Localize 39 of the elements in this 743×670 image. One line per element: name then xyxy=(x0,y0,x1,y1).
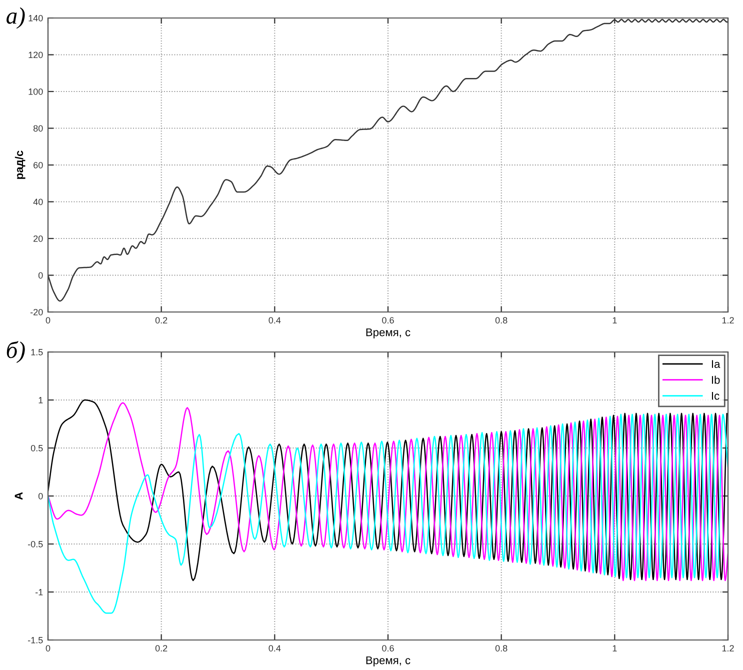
y-tick-label: -20 xyxy=(30,308,43,316)
x-tick-label: 0 xyxy=(46,317,50,324)
y-tick-label: 20 xyxy=(34,235,43,242)
text: а) xyxy=(6,7,25,29)
y-tick-label: 80 xyxy=(33,125,43,132)
legend-label: Ic xyxy=(712,392,720,400)
y-axis-title: А xyxy=(14,492,22,500)
x-axis-title: Время, с xyxy=(366,328,410,338)
y-tick-label: 60 xyxy=(34,162,43,168)
x-tick-label: 1 xyxy=(612,645,617,652)
y-tick-label: 0.5 xyxy=(30,444,43,452)
y-tick-label: 40 xyxy=(33,198,43,206)
y-tick-label: 100 xyxy=(28,88,43,95)
y-tick-label: -1.5 xyxy=(28,637,43,644)
x-tick-label: 0.6 xyxy=(382,645,394,652)
legend-label: Ib xyxy=(712,376,720,384)
y-tick-label: 120 xyxy=(28,52,43,58)
x-axis-title: Время, с xyxy=(366,656,410,666)
y-tick-label: -1 xyxy=(36,589,43,596)
x-tick-label: 0 xyxy=(46,645,50,652)
y-tick-label: 1.5 xyxy=(31,349,43,356)
legend-label: Ia xyxy=(712,360,720,368)
y-tick-label: 140 xyxy=(28,14,43,22)
x-tick-label: 1.2 xyxy=(722,317,734,324)
x-tick-label: 0.4 xyxy=(268,317,281,324)
x-tick-label: 0.8 xyxy=(495,317,508,324)
y-tick-label: 1 xyxy=(38,397,43,404)
x-tick-label: 1 xyxy=(612,317,617,324)
y-tick-label: -0.5 xyxy=(28,540,43,548)
x-tick-label: 0.8 xyxy=(495,645,508,652)
x-tick-label: 0.4 xyxy=(268,645,281,652)
x-tick-label: 0.6 xyxy=(382,317,394,324)
x-tick-label: 0.2 xyxy=(155,645,168,652)
text: б) xyxy=(6,341,25,363)
y-axis-title: рад/с xyxy=(14,150,26,179)
y-tick-label: 0 xyxy=(38,492,43,500)
x-tick-label: 0.2 xyxy=(155,317,168,324)
x-tick-label: 1.2 xyxy=(722,645,734,652)
y-tick-label: 0 xyxy=(38,272,43,279)
